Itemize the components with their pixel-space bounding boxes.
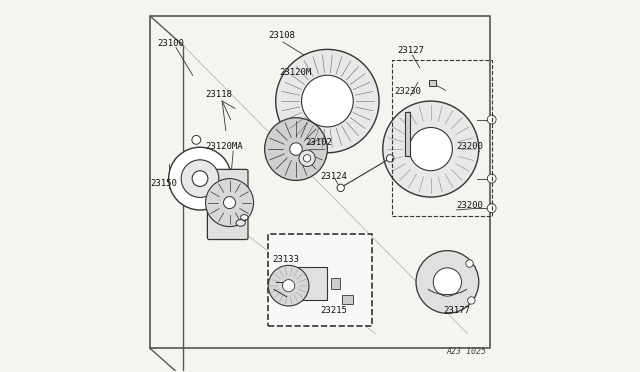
Circle shape [168,147,232,210]
Circle shape [268,265,309,306]
Circle shape [409,128,452,171]
Circle shape [383,101,479,197]
Circle shape [466,260,473,267]
Circle shape [223,197,236,209]
Circle shape [181,160,219,198]
Circle shape [468,297,475,304]
Circle shape [487,204,496,212]
Text: 23177: 23177 [444,307,470,315]
Bar [298,267,328,301]
Text: 23124: 23124 [320,171,347,181]
Circle shape [282,280,294,292]
Text: A23 1025: A23 1025 [446,347,486,356]
Text: 23120M: 23120M [280,68,312,77]
Text: 23102: 23102 [305,138,332,147]
FancyBboxPatch shape [268,234,372,326]
Polygon shape [405,112,410,157]
Text: 23127: 23127 [397,46,424,55]
Circle shape [301,75,353,127]
Bar [342,295,353,304]
Text: 23100: 23100 [157,39,184,48]
Ellipse shape [241,215,248,220]
Bar [331,278,340,289]
Text: 23118: 23118 [205,90,232,99]
Circle shape [303,155,311,162]
Circle shape [433,268,461,296]
Text: 23108: 23108 [268,31,295,40]
Circle shape [487,174,496,183]
Circle shape [337,184,344,192]
Bar [429,80,436,86]
Text: 23150: 23150 [150,179,177,188]
Circle shape [276,49,379,153]
Circle shape [264,118,328,180]
Circle shape [387,155,394,162]
Circle shape [192,171,208,186]
Circle shape [416,251,479,313]
Text: 23133: 23133 [272,255,299,264]
Text: 23120MA: 23120MA [205,142,243,151]
Ellipse shape [236,219,245,226]
Text: 23215: 23215 [320,307,347,315]
Circle shape [192,135,201,144]
Text: 23200: 23200 [456,142,483,151]
Circle shape [299,150,316,166]
FancyBboxPatch shape [207,169,248,240]
Text: 23200: 23200 [456,201,483,210]
Circle shape [290,143,302,155]
Bar [392,61,492,215]
Circle shape [487,115,496,124]
Text: 23230: 23230 [394,87,420,96]
Circle shape [205,179,253,227]
